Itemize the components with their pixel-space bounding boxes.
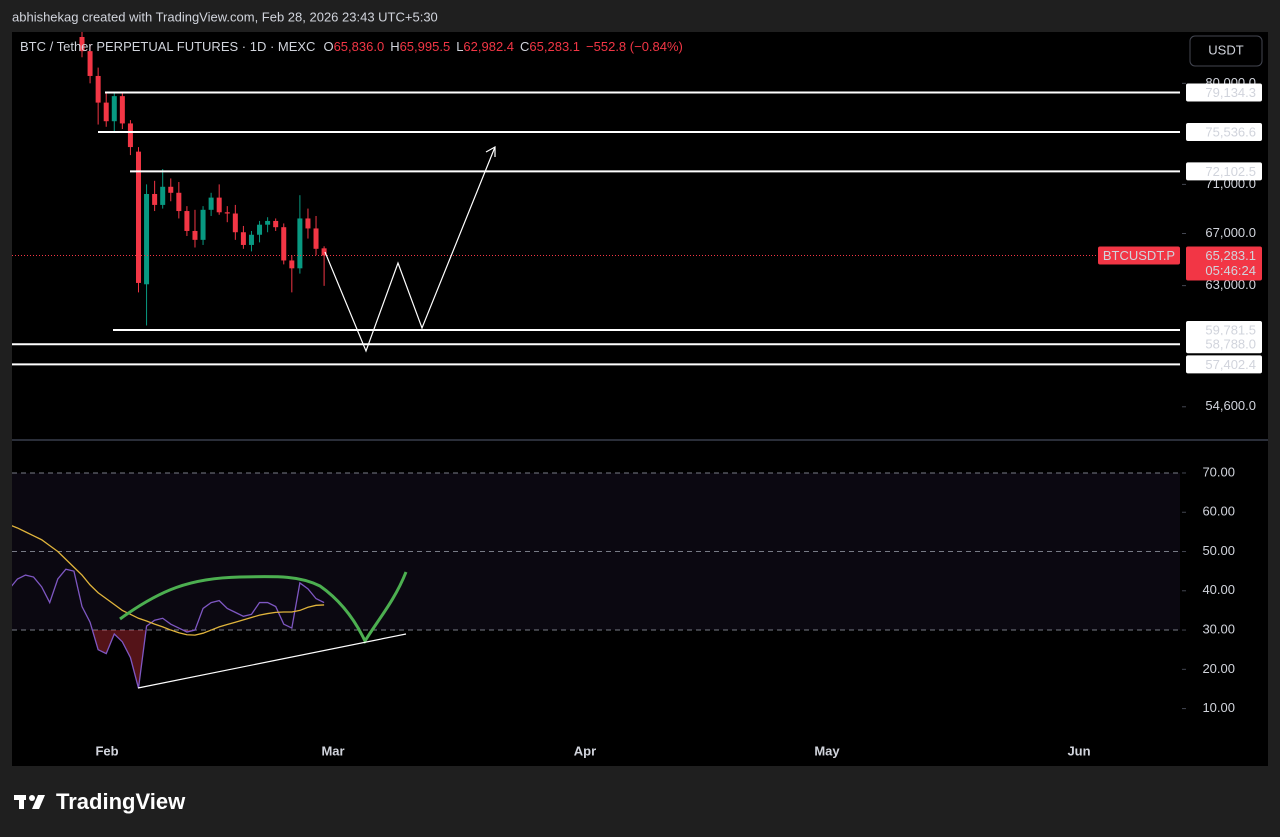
legend-symbol: BTC / Tether PERPETUAL FUTURES · 1D · ME… bbox=[20, 39, 315, 54]
x-tick-label: Jun bbox=[1067, 743, 1090, 758]
candle-body bbox=[281, 227, 287, 261]
legend-key: H bbox=[390, 39, 399, 54]
y-tick-label: 40.00 bbox=[1202, 582, 1235, 597]
level-label-box bbox=[1186, 321, 1262, 340]
rsi-pane bbox=[12, 472, 1180, 689]
y-tick-label: 30.00 bbox=[1202, 621, 1235, 636]
candle-body bbox=[103, 102, 109, 122]
level-label: 59,781.5 bbox=[1205, 322, 1256, 337]
candle-body bbox=[79, 36, 85, 52]
rsi-drawings bbox=[119, 571, 408, 689]
candle-body bbox=[144, 193, 150, 285]
x-tick-label: Feb bbox=[95, 743, 118, 758]
x-tick-label: Apr bbox=[574, 743, 596, 758]
candle-body bbox=[232, 213, 238, 233]
level-label-box bbox=[1186, 122, 1262, 141]
legend-key: O bbox=[323, 39, 333, 54]
price-pane bbox=[12, 32, 1180, 366]
candle-body bbox=[176, 192, 182, 212]
level-label-box bbox=[1186, 83, 1262, 102]
y-tick-label: 54,600.0 bbox=[1205, 398, 1256, 413]
logo bbox=[14, 795, 45, 809]
y-tick-label: 20.00 bbox=[1202, 661, 1235, 676]
candle-body bbox=[192, 230, 198, 240]
rsi-line bbox=[12, 568, 325, 689]
candle-body bbox=[208, 197, 214, 210]
rsi-line bbox=[12, 525, 325, 636]
y-tick-label: 67,000.0 bbox=[1205, 225, 1256, 240]
footer-logo-text: TradingView bbox=[56, 789, 186, 814]
candle-body bbox=[289, 260, 295, 269]
legend-value: 65,836.0 bbox=[334, 39, 385, 54]
candle-body bbox=[321, 248, 327, 256]
legend: BTC / Tether PERPETUAL FUTURES · 1D · ME… bbox=[20, 39, 683, 54]
candle-body bbox=[87, 51, 93, 76]
legend-change: −552.8 (−0.84%) bbox=[586, 39, 683, 54]
candle-body bbox=[265, 220, 271, 225]
candle-body bbox=[111, 96, 117, 122]
symbol-label-box bbox=[1098, 246, 1180, 265]
candle-body bbox=[240, 232, 246, 245]
candle-body bbox=[152, 193, 158, 205]
candle-body bbox=[95, 75, 101, 103]
legend-value: 65,995.5 bbox=[400, 39, 451, 54]
top-bar: abhishekag created with TradingView.com,… bbox=[12, 9, 438, 24]
candle-body bbox=[135, 151, 141, 283]
x-tick-label: Mar bbox=[321, 743, 344, 758]
countdown-label: 05:46:24 bbox=[1205, 263, 1256, 278]
drawings bbox=[324, 145, 496, 353]
level-label-box bbox=[1186, 355, 1262, 374]
y-tick-label: 10.00 bbox=[1202, 700, 1235, 715]
y-tick-label: 60.00 bbox=[1202, 504, 1235, 519]
candle-body bbox=[297, 218, 303, 269]
y-tick-label: 50.00 bbox=[1202, 543, 1235, 558]
axes: 80,000.071,000.067,000.063,000.054,600.0… bbox=[95, 75, 1262, 758]
trend-line bbox=[137, 633, 407, 689]
level-label: 79,134.3 bbox=[1205, 85, 1256, 100]
candle-body bbox=[305, 218, 311, 229]
candle-body bbox=[216, 197, 222, 213]
candle-body bbox=[127, 123, 133, 148]
logo-shape bbox=[19, 795, 24, 809]
chart-area bbox=[12, 32, 1268, 766]
candle-body bbox=[257, 224, 263, 235]
level-label: 57,402.4 bbox=[1205, 357, 1256, 372]
x-tick-label: May bbox=[814, 743, 840, 758]
level-label: 58,788.0 bbox=[1205, 337, 1256, 352]
y-tick-label: 70.00 bbox=[1202, 464, 1235, 479]
symbol-label: BTCUSDT.P bbox=[1103, 248, 1175, 263]
legend-key: L bbox=[456, 39, 463, 54]
candle-body bbox=[160, 186, 166, 205]
projection-path bbox=[324, 146, 496, 353]
candle-body bbox=[168, 186, 174, 193]
rsi-curve bbox=[119, 571, 408, 645]
level-label-box bbox=[1186, 335, 1262, 354]
candle-body bbox=[273, 220, 279, 228]
candle-body bbox=[313, 228, 319, 249]
currency-button[interactable] bbox=[1189, 35, 1263, 67]
arrow-head bbox=[485, 145, 496, 157]
candle-body bbox=[184, 211, 190, 231]
currency-label[interactable]: USDT bbox=[1208, 42, 1243, 57]
candle-body bbox=[200, 209, 206, 240]
last-price-box bbox=[1186, 246, 1262, 281]
last-price-label: 65,283.1 bbox=[1205, 248, 1256, 263]
legend-key: C bbox=[520, 39, 529, 54]
level-label: 75,536.6 bbox=[1205, 124, 1256, 139]
level-label-box bbox=[1186, 162, 1262, 181]
candle-body bbox=[119, 96, 125, 124]
candle-body bbox=[224, 212, 230, 214]
legend-value: 62,982.4 bbox=[463, 39, 514, 54]
legend-value: 65,283.1 bbox=[529, 39, 580, 54]
logo-shape bbox=[32, 795, 45, 809]
y-tick-label: 63,000.0 bbox=[1205, 277, 1256, 292]
level-label: 72,102.5 bbox=[1205, 164, 1256, 179]
candle-body bbox=[248, 234, 254, 245]
logo-shape bbox=[29, 795, 35, 801]
